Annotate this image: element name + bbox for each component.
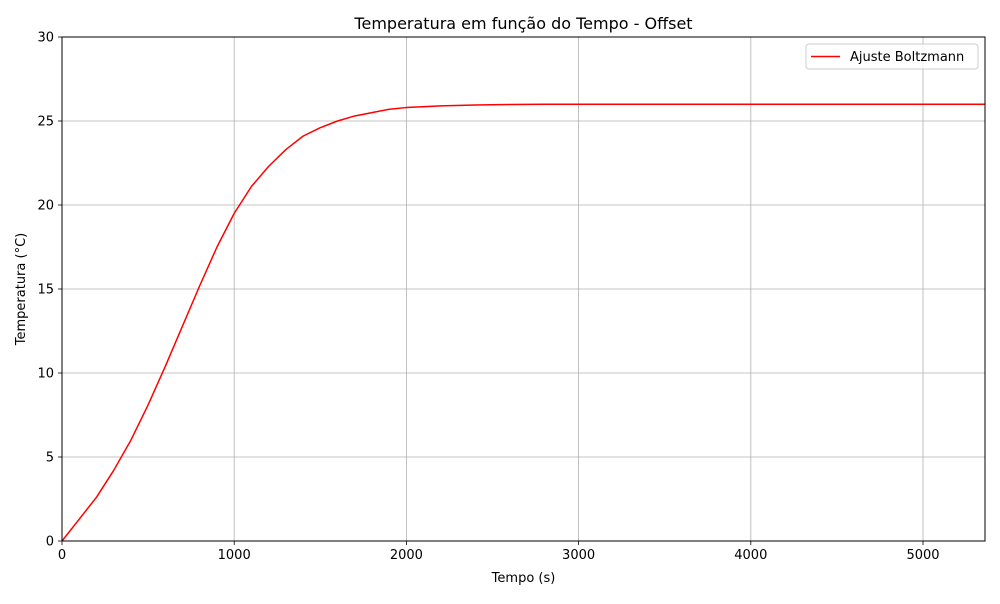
ticks: 0 1000 2000 3000 4000 5000 0 5 10 15 20 25 30 — [37, 31, 939, 564]
x-tick-label: 4000 — [734, 548, 767, 563]
x-tick-label: 2000 — [390, 548, 423, 563]
x-tick-label: 3000 — [562, 548, 595, 563]
y-tick-label: 5 — [46, 451, 54, 466]
series-line-ajuste-boltzmann — [61, 103, 985, 542]
x-tick-label: 5000 — [906, 548, 939, 563]
x-tick-label: 1000 — [218, 548, 251, 563]
x-axis-label: Tempo (s) — [491, 571, 556, 586]
y-axis-label: Temperatura (°C) — [14, 233, 29, 346]
x-tick-label: 0 — [58, 548, 66, 563]
y-tick-label: 0 — [46, 535, 54, 550]
legend: Ajuste Boltzmann — [805, 43, 979, 70]
y-tick-label: 15 — [37, 283, 54, 298]
y-tick-label: 30 — [37, 31, 54, 46]
series-layer — [61, 103, 985, 542]
chart-title: Temperatura em função do Tempo - Offset — [353, 14, 692, 33]
legend-box — [805, 43, 979, 70]
y-tick-label: 25 — [37, 115, 54, 130]
y-tick-label: 10 — [37, 367, 54, 382]
y-tick-label: 20 — [37, 199, 54, 214]
legend-label: Ajuste Boltzmann — [850, 50, 964, 65]
